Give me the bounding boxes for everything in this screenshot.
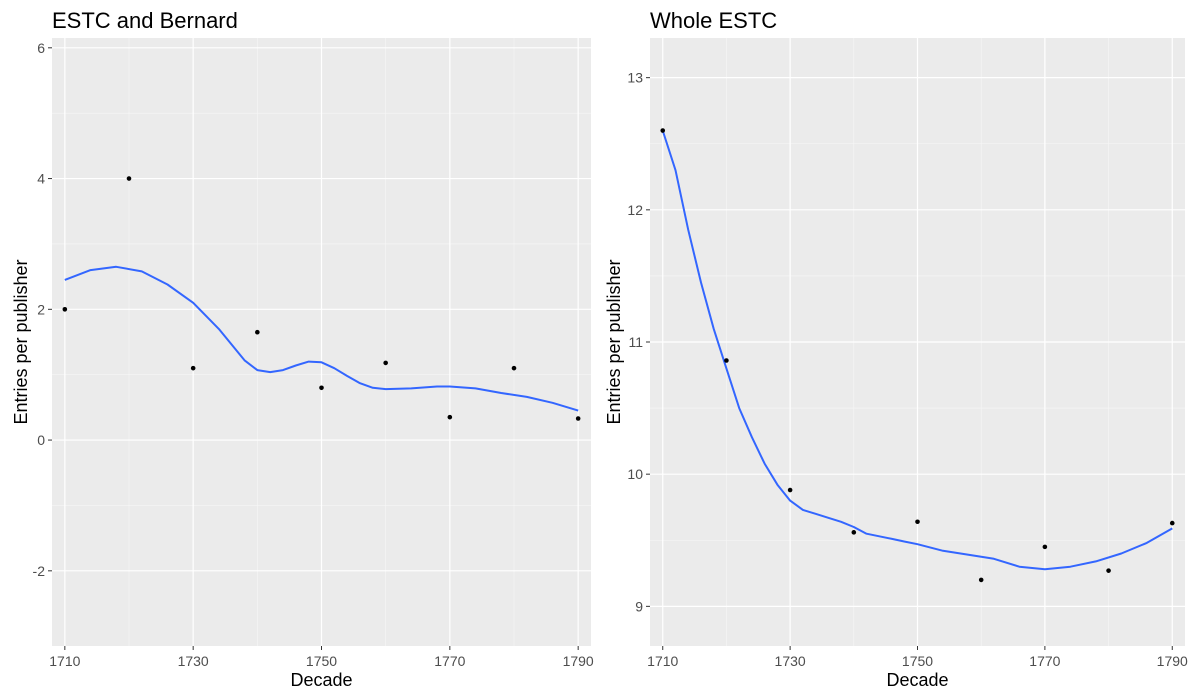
data-point [787, 487, 793, 493]
x-tick-label: 1730 [178, 653, 209, 669]
chart-title: ESTC and Bernard [52, 8, 238, 33]
y-tick-label: 12 [627, 202, 643, 218]
x-tick-label: 1770 [1029, 653, 1060, 669]
x-axis-title: Decade [290, 670, 352, 690]
x-tick-label: 1710 [647, 653, 678, 669]
x-tick-label: 1710 [49, 653, 80, 669]
x-tick-label: 1750 [902, 653, 933, 669]
y-tick-label: 6 [37, 40, 45, 56]
data-point [319, 385, 324, 391]
data-point [978, 577, 984, 583]
y-tick-label: -2 [33, 563, 46, 579]
smooth-line [661, 130, 1173, 571]
data-point [660, 128, 666, 133]
data-point [383, 360, 388, 366]
y-tick-label: 10 [627, 466, 643, 482]
data-point [575, 416, 581, 421]
data-point [1042, 544, 1048, 550]
y-tick-label: 13 [627, 70, 643, 86]
y-axis-title: Entries per publisher [604, 259, 624, 424]
data-point [851, 530, 857, 535]
y-axis-title: Entries per publisher [11, 259, 31, 424]
chart-title: Whole ESTC [650, 8, 777, 33]
y-tick-label: 9 [635, 598, 643, 614]
y-tick-label: 11 [628, 334, 643, 350]
y-tick-label: 0 [37, 432, 45, 448]
data-point [190, 365, 196, 371]
chart-panel-2: 9 10 11 12 13 1710 1730 1750 1770 1790 Whole ESTC D… [604, 8, 1188, 690]
data-point [255, 329, 260, 335]
x-tick-label: 1730 [775, 653, 806, 669]
smooth-line [64, 265, 579, 412]
y-tick-label: 2 [37, 301, 45, 317]
x-tick-label: 1770 [434, 653, 465, 669]
data-point [511, 365, 517, 371]
data-point [1106, 568, 1111, 573]
chart-panel-1: -2 0 2 4 6 1710 1730 1750 1770 1790 ESTC and Berna… [11, 8, 594, 690]
x-axis-title: Decade [886, 670, 948, 690]
data-point [62, 307, 68, 312]
x-tick-label: 1790 [563, 653, 594, 669]
x-tick-label: 1750 [306, 653, 337, 669]
data-point [126, 176, 132, 181]
data-point [724, 358, 729, 363]
x-tick-label: 1790 [1157, 653, 1188, 669]
data-point [915, 519, 920, 525]
y-tick-label: 4 [37, 171, 45, 187]
data-point [447, 414, 453, 420]
data-point [1169, 520, 1175, 526]
